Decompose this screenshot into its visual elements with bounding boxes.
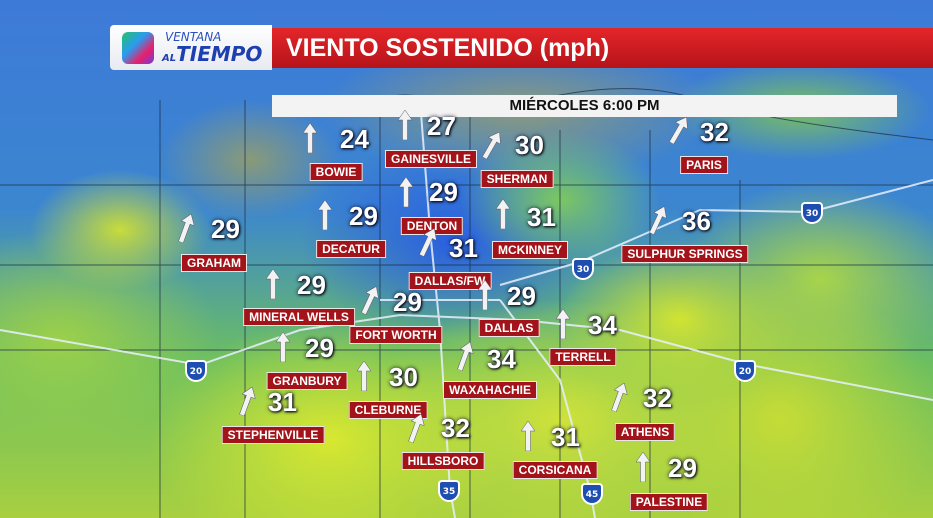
wind-speed: 27: [427, 111, 456, 141]
city-label: TERRELL: [549, 348, 617, 366]
wind-speed: 31: [449, 233, 478, 263]
wind-arrow-icon: [415, 225, 440, 258]
wind-arrow-icon: [398, 176, 414, 208]
interstate-30-shield: 30: [572, 258, 594, 280]
city-label: DECATUR: [316, 240, 386, 258]
wind-speed: 34: [588, 310, 617, 340]
wind-arrow-icon: [555, 308, 571, 340]
city-label: ATHENS: [614, 423, 676, 441]
city-label: GAINESVILLE: [384, 150, 478, 168]
timestamp: MIÉRCOLES 6:00 PM: [272, 95, 897, 117]
wind-speed: 29: [211, 214, 240, 244]
city-label: GRAHAM: [181, 254, 247, 272]
wind-speed: 29: [668, 453, 697, 483]
interstate-20-shield: 20: [734, 360, 756, 382]
wind-arrow-icon: [356, 360, 372, 392]
wind-arrow-icon: [174, 212, 197, 245]
city-label: DENTON: [400, 217, 464, 235]
wind-arrow-icon: [665, 114, 692, 147]
city-label: PARIS: [680, 156, 728, 174]
wind-arrow-icon: [275, 331, 291, 363]
wind-arrow-icon: [397, 109, 413, 141]
univision-logo-icon: [122, 32, 154, 64]
wind-arrow-icon: [607, 381, 630, 414]
city-label: MCKINNEY: [491, 241, 569, 259]
wind-arrow-icon: [495, 198, 511, 230]
interstate-20-shield: 20: [185, 360, 207, 382]
wind-arrow-icon: [635, 451, 651, 483]
wind-speed: 32: [441, 413, 470, 443]
city-label: DALLAS: [478, 319, 540, 337]
city-label: STEPHENVILLE: [221, 426, 325, 444]
wind-speed: 31: [527, 202, 556, 232]
interstate-45-shield: 45: [581, 483, 603, 505]
wind-speed: 29: [393, 287, 422, 317]
wind-speed: 31: [551, 422, 580, 452]
city-label: CORSICANA: [512, 461, 598, 479]
city-label: SULPHUR SPRINGS: [621, 245, 749, 263]
wind-speed: 32: [643, 383, 672, 413]
wind-speed: 30: [389, 362, 418, 392]
page-title: VIENTO SOSTENIDO (mph): [272, 28, 933, 68]
wind-speed: 24: [340, 124, 369, 154]
header: VENTANA ALTIEMPO VIENTO SOSTENIDO (mph) …: [110, 25, 933, 117]
city-label: PALESTINE: [629, 493, 709, 511]
wind-arrow-icon: [357, 283, 382, 316]
interstate-35-shield: 35: [438, 480, 460, 502]
wind-speed: 29: [429, 177, 458, 207]
wind-speed: 31: [268, 387, 297, 417]
city-label: DALLAS/FW: [408, 272, 492, 290]
city-label: SHERMAN: [480, 170, 554, 188]
wind-speed: 29: [297, 270, 326, 300]
wind-speed: 34: [487, 344, 516, 374]
wind-arrow-icon: [404, 412, 427, 445]
wind-speed: 30: [515, 130, 544, 160]
wind-arrow-icon: [520, 420, 536, 452]
city-label: CLEBURNE: [348, 401, 428, 419]
wind-speed: 29: [349, 201, 378, 231]
wind-arrow-icon: [317, 199, 333, 231]
city-label: MINERAL WELLS: [243, 308, 355, 326]
wind-arrow-icon: [265, 268, 281, 300]
wind-arrow-icon: [235, 385, 258, 418]
brand-main: ALTIEMPO: [162, 42, 263, 66]
brand-top: VENTANA: [165, 30, 222, 44]
wind-speed: 29: [305, 333, 334, 363]
wind-speed: 36: [682, 206, 711, 236]
city-label: GRANBURY: [266, 372, 348, 390]
wind-arrow-icon: [302, 122, 318, 154]
wind-arrow-icon: [645, 203, 670, 236]
wind-speed: 32: [700, 117, 729, 147]
wind-arrow-icon: [477, 279, 493, 311]
city-label: BOWIE: [309, 163, 363, 181]
wind-arrow-icon: [453, 340, 476, 373]
city-label: WAXAHACHIE: [442, 381, 538, 399]
interstate-30-shield: 30: [801, 202, 823, 224]
logo: VENTANA ALTIEMPO: [110, 25, 272, 70]
wind-speed: 29: [507, 281, 536, 311]
city-label: HILLSBORO: [401, 452, 485, 470]
wind-arrow-icon: [478, 129, 505, 162]
city-label: FORT WORTH: [349, 326, 443, 344]
